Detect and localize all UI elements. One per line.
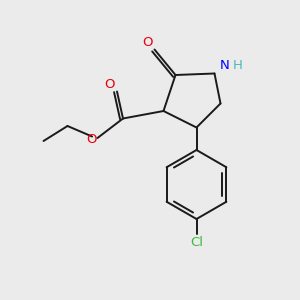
Text: O: O [86, 133, 97, 146]
Text: O: O [104, 78, 115, 92]
Text: Cl: Cl [190, 236, 203, 249]
Text: O: O [143, 36, 153, 50]
Text: H: H [233, 58, 243, 72]
Text: N: N [220, 58, 230, 72]
